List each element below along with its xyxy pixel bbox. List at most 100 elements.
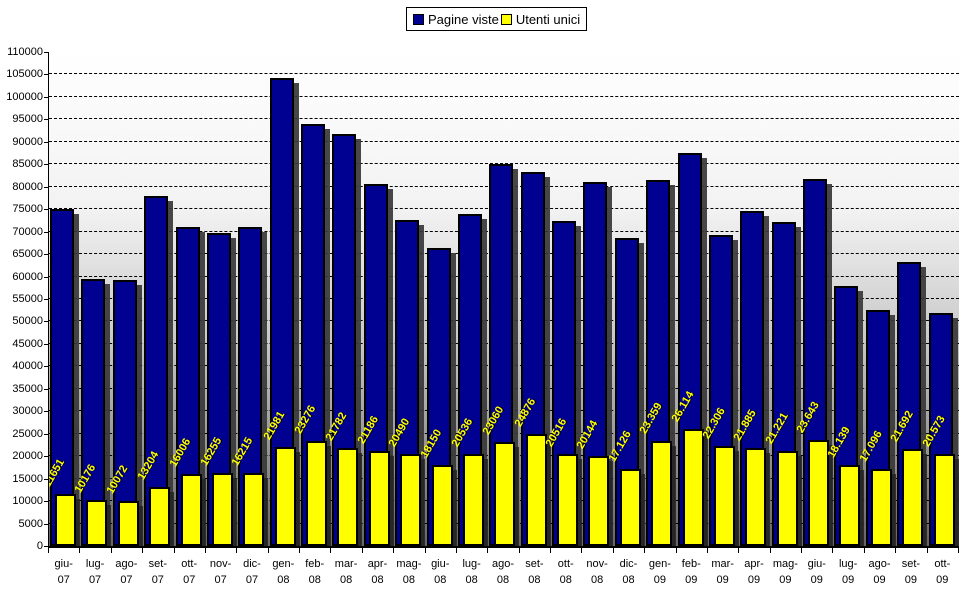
y-tick-label: 40000 bbox=[12, 360, 43, 373]
x-category-label: dic- 07 bbox=[243, 558, 261, 586]
utenti-unici-bar bbox=[117, 500, 139, 546]
utenti-unici-bar bbox=[337, 448, 359, 546]
y-axis-tick bbox=[44, 388, 48, 390]
x-category-label: nov- 08 bbox=[586, 558, 608, 586]
y-tick-label: 30000 bbox=[12, 405, 43, 418]
y-axis-tick bbox=[44, 456, 48, 458]
x-category-label: mar- 09 bbox=[711, 558, 734, 586]
x-axis-tick bbox=[706, 548, 708, 553]
x-category-label: dic- 08 bbox=[619, 558, 638, 586]
utenti-unici-bar bbox=[588, 455, 610, 546]
utenti-unici-swatch-icon bbox=[500, 13, 512, 25]
x-category-label: gen- 09 bbox=[648, 558, 671, 586]
x-category-label: set- 09 bbox=[901, 558, 921, 586]
pagine-viste-swatch-icon bbox=[413, 13, 424, 25]
utenti-unici-bar bbox=[149, 486, 171, 546]
x-category-label: gen- 08 bbox=[272, 558, 295, 586]
y-axis-tick bbox=[44, 501, 48, 503]
x-category-label: apr- 09 bbox=[744, 558, 764, 586]
gridline bbox=[49, 95, 959, 97]
y-axis-tick bbox=[44, 52, 48, 53]
y-axis-tick bbox=[44, 141, 48, 143]
bar-group: 10072 bbox=[104, 52, 143, 546]
pagine-viste-bar bbox=[50, 209, 74, 546]
bar-group: 23.359 bbox=[638, 52, 676, 546]
y-axis-tick bbox=[44, 164, 48, 166]
bar-group: 21.692 bbox=[889, 52, 927, 546]
x-axis-tick bbox=[393, 548, 395, 553]
utenti-unici-bar bbox=[494, 442, 516, 546]
y-tick-label: 85000 bbox=[12, 158, 43, 171]
y-tick-label: 10000 bbox=[12, 495, 43, 508]
x-axis-tick bbox=[79, 548, 81, 553]
bar-group: 20490 bbox=[387, 52, 425, 546]
utenti-unici-bar bbox=[525, 434, 547, 546]
y-tick-label: 20000 bbox=[12, 450, 43, 463]
x-axis-tick bbox=[424, 548, 426, 553]
x-category-label: ott- 08 bbox=[557, 558, 574, 586]
x-axis-tick bbox=[581, 548, 583, 553]
utenti-unici-bar bbox=[619, 469, 641, 546]
bar-group: 20.573 bbox=[920, 52, 959, 546]
x-category-label: mag- 08 bbox=[396, 558, 422, 586]
bar-group: 20516 bbox=[544, 52, 582, 546]
y-tick-label: 105000 bbox=[6, 68, 43, 81]
y-tick-label: 75000 bbox=[12, 203, 43, 216]
bar-group: 21.221 bbox=[763, 52, 802, 546]
x-axis-tick bbox=[487, 548, 489, 553]
legend-label-utenti-unici: Utenti unici bbox=[515, 11, 581, 27]
x-axis-tick bbox=[644, 548, 646, 553]
x-axis-tick bbox=[769, 548, 771, 553]
utenti-unici-bar bbox=[306, 441, 328, 546]
y-tick-label: 90000 bbox=[12, 135, 43, 148]
utenti-unici-bar bbox=[933, 453, 955, 546]
x-category-label: lug- 07 bbox=[85, 558, 105, 586]
y-tick-label: 5000 bbox=[18, 517, 43, 530]
x-category-label: giu- 07 bbox=[54, 558, 73, 586]
utenti-unici-bar bbox=[808, 439, 830, 546]
x-axis-tick bbox=[926, 548, 928, 553]
y-axis-tick bbox=[44, 209, 48, 211]
y-axis-tick bbox=[44, 366, 48, 368]
y-axis-tick bbox=[44, 254, 48, 256]
y-axis-tick bbox=[44, 478, 48, 480]
bar-group: 16215 bbox=[230, 52, 268, 546]
x-axis-tick bbox=[738, 548, 740, 553]
x-category-label: ott- 09 bbox=[934, 558, 951, 586]
x-category-label: ago- 09 bbox=[868, 558, 891, 586]
legend-item-utenti-unici: Utenti unici bbox=[499, 12, 580, 27]
x-axis-tick bbox=[267, 548, 269, 553]
x-category-label: ago- 07 bbox=[115, 558, 138, 586]
bar-group: 21981 bbox=[261, 52, 300, 546]
y-axis-tick bbox=[44, 96, 48, 98]
y-tick-label: 25000 bbox=[12, 427, 43, 440]
x-category-label: lug- 09 bbox=[838, 558, 858, 586]
plot-area: 11651 10176 10072 13204 16006 16255 16215 21981… bbox=[48, 52, 959, 548]
gridline bbox=[49, 140, 959, 142]
y-tick-label: 65000 bbox=[12, 248, 43, 261]
legend-label-pagine-viste: Pagine viste bbox=[428, 11, 499, 27]
y-tick-label: 50000 bbox=[12, 315, 43, 328]
y-axis-tick bbox=[44, 523, 48, 525]
x-axis-tick bbox=[958, 548, 959, 553]
y-tick-label: 70000 bbox=[12, 225, 43, 238]
x-axis-tick bbox=[330, 548, 332, 553]
x-axis-tick bbox=[236, 548, 238, 553]
y-tick-label: 60000 bbox=[12, 270, 43, 283]
utenti-unici-bar bbox=[713, 445, 735, 546]
y-tick-label: 95000 bbox=[12, 113, 43, 126]
utenti-unici-bar bbox=[839, 464, 861, 546]
bar-group: 18.139 bbox=[826, 52, 864, 546]
x-axis-tick bbox=[675, 548, 677, 553]
utenti-unici-bar bbox=[557, 453, 579, 546]
bar-group: 10176 bbox=[73, 52, 111, 546]
utenti-unici-bar bbox=[776, 450, 798, 546]
utenti-unici-bar bbox=[274, 447, 296, 546]
x-category-label: lug- 08 bbox=[462, 558, 481, 586]
bar-group: 24876 bbox=[512, 52, 551, 546]
y-tick-label: 15000 bbox=[12, 472, 43, 485]
x-category-label: set- 08 bbox=[525, 558, 544, 586]
bar-group: 23060 bbox=[481, 52, 519, 546]
y-axis-tick bbox=[44, 343, 48, 345]
